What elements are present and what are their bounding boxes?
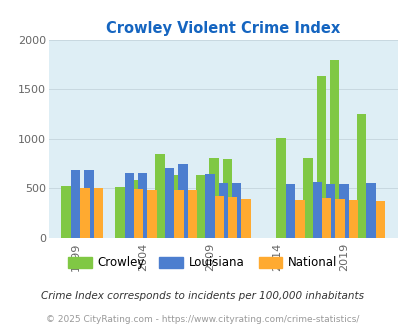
Bar — [325, 183, 335, 238]
Bar — [138, 173, 147, 238]
Bar — [365, 183, 375, 238]
Bar — [75, 195, 84, 238]
Bar — [276, 138, 285, 238]
Bar — [187, 190, 197, 238]
Text: Crime Index corresponds to incidents per 100,000 inhabitants: Crime Index corresponds to incidents per… — [41, 291, 364, 301]
Bar — [303, 158, 312, 238]
Bar — [124, 173, 134, 238]
Text: © 2025 CityRating.com - https://www.cityrating.com/crime-statistics/: © 2025 CityRating.com - https://www.city… — [46, 315, 359, 324]
Bar — [285, 184, 294, 238]
Bar — [312, 182, 321, 238]
Bar — [348, 200, 357, 238]
Bar — [228, 197, 237, 238]
Bar — [214, 196, 224, 238]
Bar — [356, 114, 365, 238]
Bar — [84, 170, 94, 238]
Bar — [218, 183, 228, 238]
Bar — [128, 180, 138, 238]
Bar — [335, 199, 344, 238]
Bar — [375, 201, 384, 238]
Bar — [241, 199, 250, 238]
Bar — [209, 158, 218, 238]
Bar — [174, 190, 183, 238]
Bar — [232, 183, 241, 238]
Bar — [115, 187, 124, 238]
Bar — [80, 188, 90, 238]
Bar — [147, 190, 156, 238]
Title: Crowley Violent Crime Index: Crowley Violent Crime Index — [106, 21, 339, 36]
Bar — [94, 188, 103, 238]
Bar — [178, 164, 187, 238]
Bar — [222, 159, 231, 238]
Bar — [134, 189, 143, 238]
Bar — [71, 170, 80, 238]
Bar — [321, 199, 330, 238]
Bar — [195, 175, 205, 238]
Bar — [164, 168, 174, 238]
Bar — [205, 174, 214, 238]
Bar — [168, 175, 178, 238]
Bar — [61, 186, 71, 238]
Bar — [294, 200, 304, 238]
Bar — [316, 76, 325, 238]
Bar — [329, 60, 339, 238]
Bar — [339, 183, 348, 238]
Legend: Crowley, Louisiana, National: Crowley, Louisiana, National — [64, 252, 341, 274]
Bar — [155, 154, 164, 238]
